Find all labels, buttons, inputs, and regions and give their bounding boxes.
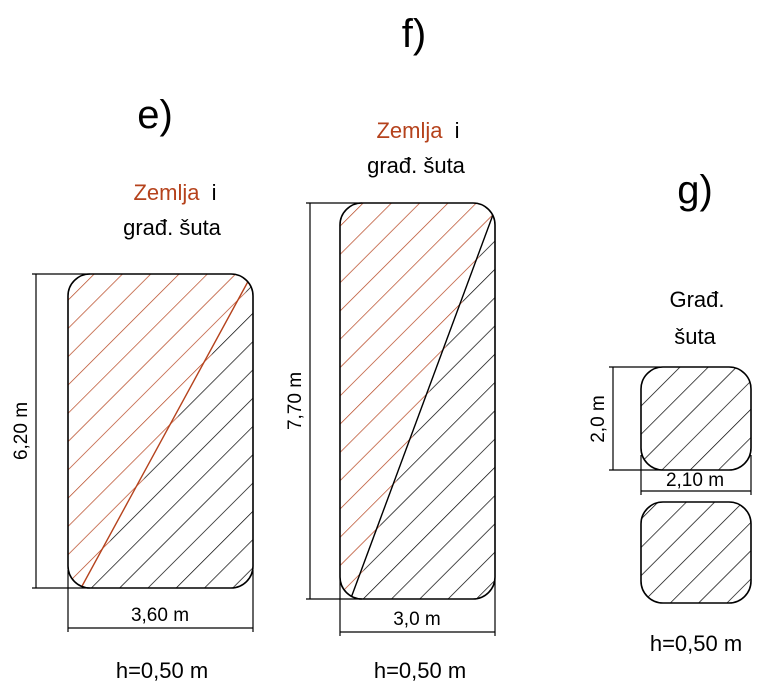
panel-e-letter: e) [137, 93, 173, 137]
panel-g-depth-label: h=0,50 m [650, 631, 742, 656]
panel-e-soil-label: Zemlja [133, 180, 200, 205]
panel-e-soil-zone [68, 274, 253, 588]
panel-f-shape [339, 202, 496, 600]
panel-g-height-label: 2,0 m [588, 395, 609, 443]
panel-g-lower-box [640, 501, 752, 604]
panel-f-height-label: 7,70 m [285, 372, 306, 430]
panel-g-height-dimension [609, 366, 660, 471]
panel-e-divider [80, 275, 252, 588]
panel-g-letter: g) [677, 168, 713, 212]
panel-g: g) Građ. šuta 2,0 m 2,10 m h=0,50 m [588, 168, 752, 656]
panel-e-material-line1: Zemlja i [133, 180, 216, 205]
panel-f-letter: f) [402, 12, 426, 56]
panel-f-width-dimension [339, 580, 496, 636]
panel-f-soil-label: Zemlja [376, 118, 443, 143]
panel-f-rubble-zone [350, 203, 495, 599]
panel-f-and-label: i [455, 118, 460, 143]
panel-e-depth-label: h=0,50 m [116, 658, 208, 683]
panel-g-upper-box [640, 366, 752, 471]
panel-e-shape [67, 273, 254, 589]
panel-g-width-label: 2,10 m [666, 470, 724, 491]
panel-g-material-line1: Građ. [669, 287, 724, 312]
panel-e: e) Zemlja i građ. šuta 6,20 m 3,6 [11, 93, 254, 683]
panel-f-soil-zone [340, 203, 495, 599]
panel-g-width-dimension [640, 455, 752, 495]
panel-e-rubble-label: građ. šuta [123, 215, 222, 240]
panel-f-material-line1: Zemlja i [376, 118, 459, 143]
panel-e-height-dimension [32, 273, 90, 589]
panel-f: f) Zemlja i građ. šuta 7,70 m 3,0 m h= [285, 12, 496, 683]
panel-e-width-dimension [67, 570, 254, 632]
panel-e-outline [67, 273, 254, 589]
panel-e-and-label: i [212, 180, 217, 205]
panel-e-rubble-zone [80, 274, 253, 588]
panel-f-rubble-label: građ. šuta [367, 153, 466, 178]
panel-g-material-line2: šuta [674, 324, 716, 349]
panel-f-depth-label: h=0,50 m [374, 658, 466, 683]
panel-f-height-dimension [306, 202, 362, 600]
panel-e-width-label: 3,60 m [131, 605, 189, 626]
panel-f-outline [339, 202, 496, 600]
panel-f-divider [350, 211, 495, 599]
panel-e-height-label: 6,20 m [11, 402, 32, 460]
panel-f-width-label: 3,0 m [393, 609, 441, 630]
